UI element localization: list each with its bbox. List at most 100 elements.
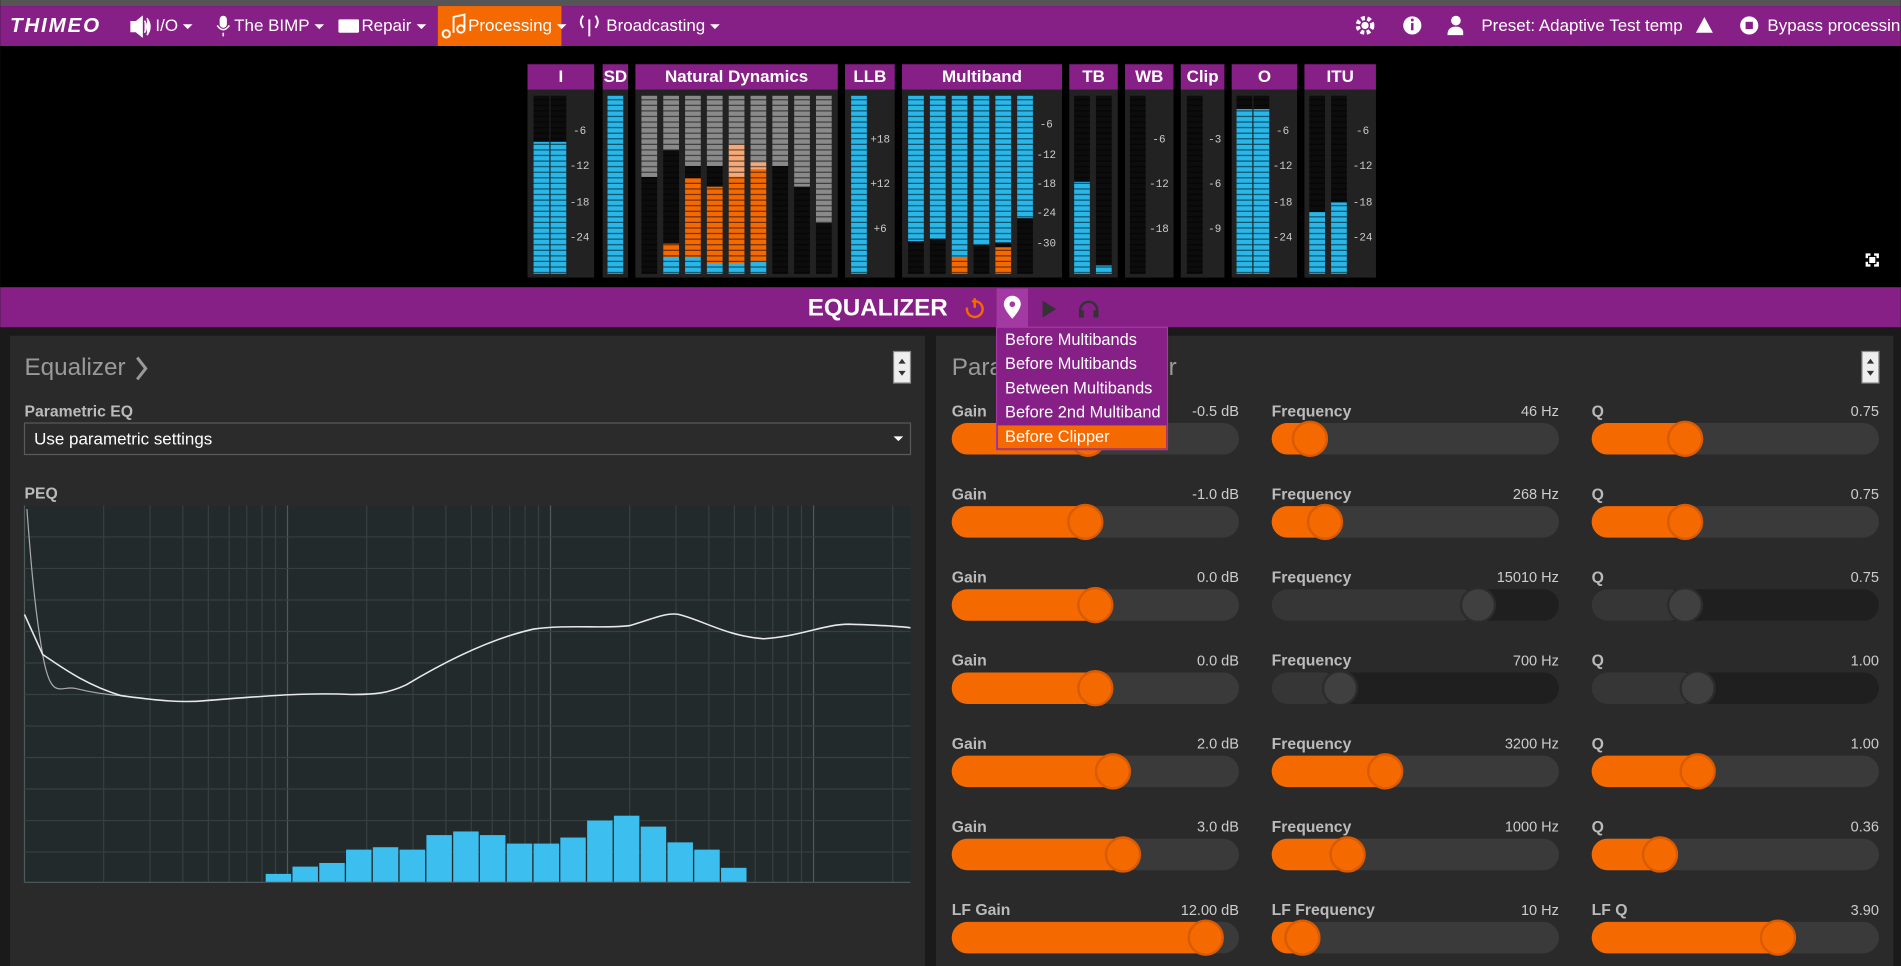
meter-scale: -18 bbox=[1036, 179, 1056, 191]
slider-fill bbox=[951, 838, 1139, 871]
nav-item[interactable]: Broadcasting bbox=[606, 16, 705, 35]
slider-label: Frequency bbox=[1272, 570, 1352, 587]
select[interactable] bbox=[23, 422, 912, 456]
antenna-icon bbox=[579, 15, 599, 37]
slider-thumb[interactable] bbox=[1679, 670, 1716, 707]
meter-scale: -18 bbox=[570, 197, 590, 209]
slider-thumb[interactable] bbox=[1666, 586, 1704, 624]
menu-item[interactable]: Between Multibands bbox=[1005, 379, 1152, 397]
meter-header bbox=[602, 64, 629, 90]
slider-thumb[interactable] bbox=[1759, 919, 1797, 956]
warning-icon[interactable] bbox=[1695, 16, 1713, 33]
meter-leds bbox=[908, 95, 924, 274]
meter-leds bbox=[1017, 95, 1033, 274]
meter-header bbox=[845, 64, 895, 90]
eq-band-curve bbox=[26, 509, 122, 697]
nav-item[interactable]: I/O bbox=[155, 16, 178, 35]
placement-menu: Before Multibands Before Multibands Betwee… bbox=[995, 326, 1169, 451]
spectrum-bar bbox=[399, 849, 426, 883]
meter-scale: -24 bbox=[1036, 208, 1056, 220]
spinner-box[interactable] bbox=[1861, 350, 1880, 384]
logo[interactable]: THIMEO bbox=[10, 14, 101, 37]
slider-label: Frequency bbox=[1272, 486, 1352, 503]
spectrum-bar bbox=[292, 866, 318, 883]
meter-scale: -6 bbox=[1208, 179, 1221, 191]
fullscreen-icon[interactable] bbox=[1865, 253, 1879, 267]
slider-value: 1.00 bbox=[1851, 737, 1879, 753]
meter-leds bbox=[1074, 95, 1090, 274]
spinner-box[interactable] bbox=[892, 350, 912, 384]
meter-header bbox=[1180, 64, 1225, 90]
meter-label: O bbox=[1258, 67, 1271, 86]
repair-icon bbox=[338, 19, 360, 33]
meter-leds bbox=[533, 95, 550, 274]
slider-track[interactable] bbox=[1271, 506, 1559, 538]
nav-item[interactable]: The BIMP bbox=[234, 16, 309, 35]
panel-title: Equalizer bbox=[24, 354, 125, 381]
meter-label: TB bbox=[1082, 67, 1105, 86]
meter-scale: -18 bbox=[1149, 224, 1169, 236]
menu-item[interactable]: Before Multibands bbox=[1005, 331, 1137, 349]
preset-label[interactable]: Preset: Adaptive Test temp bbox=[1481, 16, 1682, 35]
slider-thumb[interactable] bbox=[1641, 836, 1679, 873]
nav-item[interactable]: Repair bbox=[361, 16, 411, 35]
mic-stand bbox=[216, 24, 230, 37]
menu-item[interactable]: Before 2nd Multiband bbox=[1005, 404, 1161, 422]
spectrum-bar bbox=[426, 835, 452, 883]
slider-track[interactable] bbox=[1271, 921, 1559, 954]
meter-label: SD bbox=[604, 67, 628, 86]
slider-thumb[interactable] bbox=[1187, 919, 1224, 956]
slider-label: Frequency bbox=[1272, 653, 1352, 670]
meter-leds bbox=[951, 95, 968, 274]
spinner[interactable] bbox=[892, 350, 912, 384]
slider-thumb[interactable] bbox=[1104, 836, 1142, 873]
slider-thumb[interactable] bbox=[1679, 753, 1716, 790]
meter-leds bbox=[706, 95, 723, 274]
nav-item[interactable]: Processing bbox=[468, 16, 552, 35]
slider-thumb[interactable] bbox=[1367, 753, 1404, 790]
meter-leds bbox=[607, 95, 624, 274]
meter-leds bbox=[772, 95, 789, 274]
select-value[interactable]: Use parametric settings bbox=[34, 429, 212, 448]
settings-hub bbox=[1361, 21, 1369, 30]
play-icon[interactable] bbox=[1042, 300, 1056, 318]
slider-label: LF Gain bbox=[952, 902, 1011, 919]
slider-thumb[interactable] bbox=[1284, 919, 1321, 956]
slider-label: Q bbox=[1592, 570, 1604, 587]
slider-thumb[interactable] bbox=[1077, 586, 1114, 624]
menu-item[interactable]: Before Clipper bbox=[1005, 428, 1110, 446]
spinner[interactable] bbox=[1861, 350, 1880, 384]
slider-value: 15010 Hz bbox=[1497, 570, 1559, 586]
slider-label: Q bbox=[1592, 653, 1604, 670]
slider-value: 0.75 bbox=[1851, 487, 1879, 503]
meter-leds bbox=[663, 95, 680, 274]
slider-thumb[interactable] bbox=[1329, 836, 1366, 873]
headphones-icon[interactable] bbox=[1078, 300, 1099, 317]
spectrum-bar bbox=[613, 815, 640, 883]
slider-thumb[interactable] bbox=[1094, 753, 1132, 790]
slider-thumb[interactable] bbox=[1306, 503, 1344, 541]
slider-label: Gain bbox=[952, 486, 987, 503]
meter-leds bbox=[1186, 95, 1203, 274]
slider-thumb[interactable] bbox=[1077, 670, 1114, 707]
slider-track[interactable] bbox=[1271, 423, 1559, 455]
spectrum-bar bbox=[265, 873, 292, 883]
slider-thumb[interactable] bbox=[1666, 420, 1704, 457]
meter-header bbox=[1069, 64, 1118, 90]
settings-icon[interactable] bbox=[1355, 16, 1375, 35]
menu-item[interactable]: Before Multibands bbox=[1005, 355, 1137, 373]
slider-fill bbox=[951, 506, 1102, 538]
meter-leds bbox=[1253, 95, 1270, 274]
meter-scale: -12 bbox=[570, 161, 590, 173]
slider-thumb[interactable] bbox=[1291, 420, 1329, 457]
meter-scale: -12 bbox=[1036, 150, 1056, 162]
bypass-label[interactable]: Bypass processing bbox=[1767, 16, 1901, 35]
slider-thumb[interactable] bbox=[1321, 670, 1359, 707]
slider-thumb[interactable] bbox=[1666, 503, 1704, 541]
slider-thumb[interactable] bbox=[1459, 586, 1497, 624]
meter-leds bbox=[1236, 95, 1253, 274]
slider-thumb[interactable] bbox=[1067, 503, 1104, 541]
slider-fill bbox=[1591, 921, 1794, 954]
chevron[interactable] bbox=[136, 356, 148, 381]
pin-icon bbox=[1003, 295, 1021, 319]
